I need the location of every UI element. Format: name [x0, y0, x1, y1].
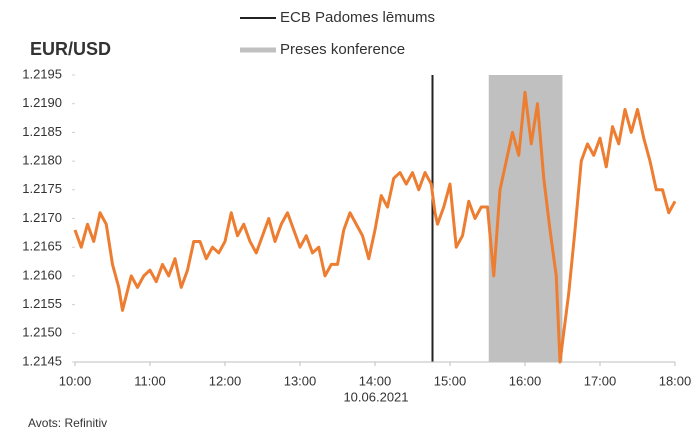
chart-title: EUR/USD — [30, 39, 111, 59]
x-tick-label: 18:00 — [659, 373, 692, 388]
x-tick-label: 11:00 — [134, 373, 166, 388]
x-axis-label: 10.06.2021 — [343, 389, 408, 404]
price-line — [73, 90, 677, 364]
legend-label: Preses konference — [280, 41, 405, 58]
legend-swatch — [240, 47, 276, 53]
legend-label: ECB Padomes lēmums — [280, 9, 435, 26]
y-tick-label: 1.2145 — [22, 353, 62, 368]
y-tick-label: 1.2170 — [22, 210, 62, 225]
shaded-span — [488, 75, 563, 362]
x-tick-label: 16:00 — [509, 373, 542, 388]
y-tick-label: 1.2180 — [22, 153, 62, 168]
y-tick-label: 1.2175 — [22, 181, 62, 196]
y-tick-label: 1.2160 — [22, 267, 62, 282]
x-tick-label: 10:00 — [59, 373, 92, 388]
x-tick-label: 13:00 — [284, 373, 317, 388]
source: Avots: Refinitiv — [28, 416, 107, 430]
y-tick-label: 1.2195 — [22, 66, 62, 81]
x-tick-label: 12:00 — [209, 373, 242, 388]
y-tick-label: 1.2190 — [22, 95, 62, 110]
x-tick-label: 14:00 — [359, 373, 392, 388]
x-tick-label: 15:00 — [434, 373, 467, 388]
y-tick-label: 1.2150 — [22, 325, 62, 340]
y-tick-label: 1.2185 — [22, 124, 62, 139]
y-tick-label: 1.2155 — [22, 296, 62, 311]
y-tick-label: 1.2165 — [22, 239, 62, 254]
x-tick-label: 17:00 — [584, 373, 617, 388]
